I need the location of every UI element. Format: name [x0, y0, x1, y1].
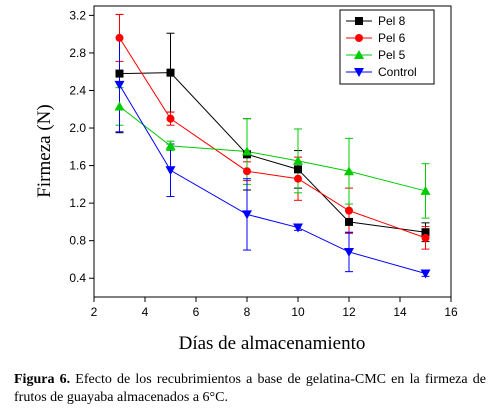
series-markers: [114, 33, 431, 279]
point-pel-6: [243, 167, 251, 176]
x-axis-title: Días de almacenamiento: [179, 333, 366, 354]
point-pel-8: [115, 69, 124, 78]
point-pel-6: [345, 206, 353, 215]
point-pel-5: [242, 146, 252, 156]
plot-frame: [93, 5, 452, 298]
point-pel-6: [421, 233, 430, 242]
x-tick-label: 10: [291, 305, 305, 319]
point-control: [293, 223, 303, 233]
point-pel-6: [166, 114, 175, 123]
x-tick-label: 2: [91, 305, 98, 319]
point-pel-6: [115, 33, 124, 42]
point-pel-5: [420, 185, 431, 195]
legend-label-pel-5: Pel 5: [378, 48, 406, 62]
y-tick-label: 2.4: [69, 83, 86, 97]
axis-ticks: 2 4 6 8 10 12 14 16 0.4 0.8 1.2 1.6 2.0 2.4 2.8 3.2: [69, 8, 458, 319]
point-control: [242, 210, 252, 220]
point-pel-5: [114, 101, 125, 111]
legend-marker-pel-8: [355, 17, 363, 25]
y-tick-label: 2.8: [69, 46, 86, 60]
legend-marker-pel-6: [355, 34, 363, 42]
x-tick-label: 16: [444, 305, 458, 319]
point-control: [344, 247, 354, 257]
legend-marker-control: [354, 68, 364, 77]
point-pel-8: [345, 217, 353, 226]
x-tick-label: 6: [193, 305, 200, 319]
point-pel-5: [344, 166, 354, 176]
legend-label-pel-8: Pel 8: [378, 14, 406, 28]
legend-label-pel-6: Pel 6: [378, 31, 406, 45]
point-pel-8: [166, 68, 175, 77]
point-control: [114, 80, 125, 90]
point-pel-5: [165, 140, 176, 150]
legend: Pel 8 Pel 6 Pel 5 Control: [339, 9, 435, 85]
x-tick-label: 12: [342, 305, 356, 319]
x-tick-label: 8: [244, 305, 251, 319]
legend-label-control: Control: [378, 65, 417, 79]
y-tick-label: 3.2: [69, 8, 86, 22]
y-tick-label: 0.4: [69, 271, 86, 285]
point-pel-8: [421, 228, 430, 237]
series-line-pel-6: [119, 37, 426, 239]
caption-label: Figura 6.: [14, 372, 71, 387]
figure-caption: Figura 6. Efecto de los recubrimientos a…: [14, 371, 486, 407]
x-tick-label: 14: [393, 305, 407, 319]
y-tick-label: 0.8: [69, 234, 86, 248]
point-control: [420, 269, 431, 279]
y-tick-label: 1.2: [69, 196, 86, 210]
point-pel-8: [294, 165, 302, 174]
point-pel-6: [294, 174, 302, 183]
chart: 2 4 6 8 10 12 14 16 0.4 0.8 1.2 1.6 2.0 2.4 2.8 3.2 Día…: [34, 5, 458, 354]
legend-marker-pel-5: [354, 50, 364, 59]
y-tick-label: 2.0: [69, 121, 86, 135]
caption-text: Efecto de los recubrimientos a base de g…: [14, 372, 486, 405]
point-pel-5: [293, 155, 303, 165]
series-lines: [119, 37, 426, 275]
y-axis-title: Firmeza (N): [34, 104, 55, 197]
series-line-control: [119, 84, 426, 275]
y-tick-label: 1.6: [69, 159, 86, 173]
point-control: [165, 166, 176, 176]
series-line-pel-8: [119, 72, 426, 233]
series-line-pel-5: [119, 106, 426, 192]
x-tick-label: 4: [142, 305, 149, 319]
